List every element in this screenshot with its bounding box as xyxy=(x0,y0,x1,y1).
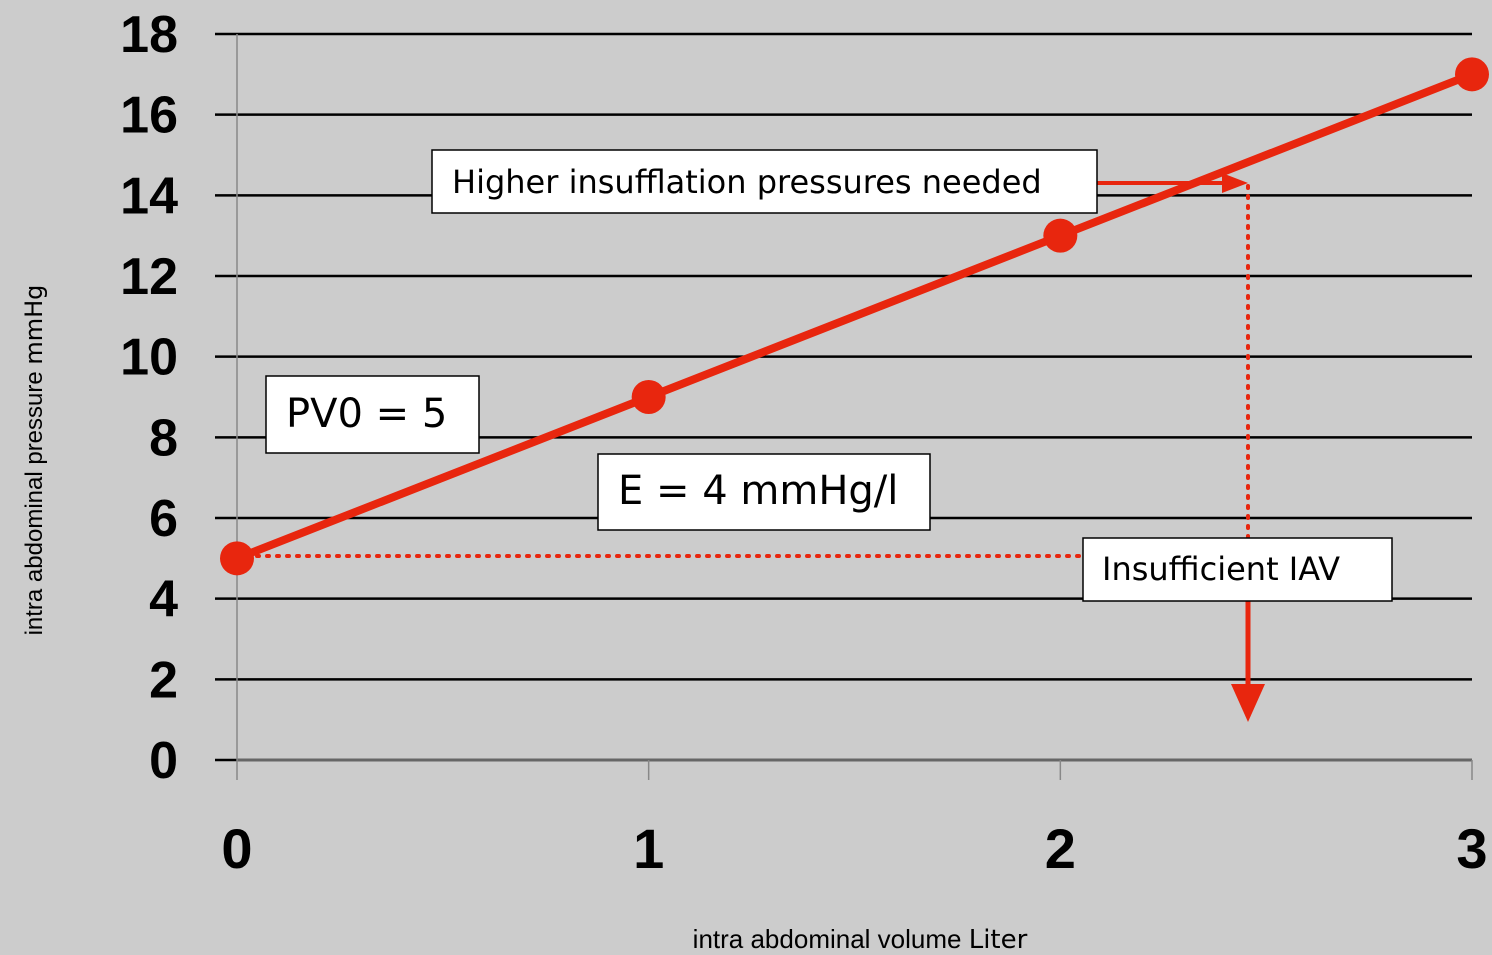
y-tick-label: 8 xyxy=(149,409,178,467)
y-tick-label: 10 xyxy=(120,329,178,387)
y-tick-label: 4 xyxy=(149,571,178,629)
annotation: PV0 = 5 xyxy=(286,391,447,437)
x-axis-label: intra abdominal volume xyxy=(693,924,962,954)
y-tick-label: 6 xyxy=(149,490,178,548)
y-tick-label: 14 xyxy=(120,167,178,225)
annotation: Higher insufflation pressures needed xyxy=(452,163,1042,201)
point xyxy=(1043,218,1078,253)
y-axis-title: intra abdominal pressure mmHg xyxy=(20,285,48,636)
series-line xyxy=(235,70,1474,563)
x-axis-title: intra abdominal volume Liter xyxy=(693,924,1028,955)
y-axis-unit: mmHg xyxy=(20,285,48,365)
y-tick-label: 2 xyxy=(149,651,178,709)
point xyxy=(1455,57,1489,92)
annotation-box xyxy=(597,453,931,531)
arrow-head xyxy=(1222,173,1248,193)
y-tick-label: 0 xyxy=(149,732,178,790)
y-axis-label: intra abdominal pressure xyxy=(21,371,48,635)
y-tick-label: 18 xyxy=(120,6,178,64)
y-tick-label: 16 xyxy=(120,87,178,145)
plot xyxy=(220,57,1489,576)
x-tick-label: 3 xyxy=(1456,817,1487,880)
annotation: E = 4 mmHg/l xyxy=(618,468,898,514)
y-tick-label: 12 xyxy=(120,248,178,306)
grid xyxy=(215,32,1473,780)
annotation-box xyxy=(431,149,1098,214)
x-tick-label: 2 xyxy=(1045,817,1076,880)
point xyxy=(220,541,254,576)
x-tick-label: 0 xyxy=(221,817,252,880)
point xyxy=(631,380,666,414)
annotation-box xyxy=(1082,537,1393,602)
annotation-box xyxy=(265,375,480,454)
arrow-head xyxy=(1231,684,1265,722)
x-axis-unit: Liter xyxy=(969,925,1028,955)
annotation: Insufficient IAV xyxy=(1102,550,1340,588)
x-tick-label: 1 xyxy=(633,817,664,880)
